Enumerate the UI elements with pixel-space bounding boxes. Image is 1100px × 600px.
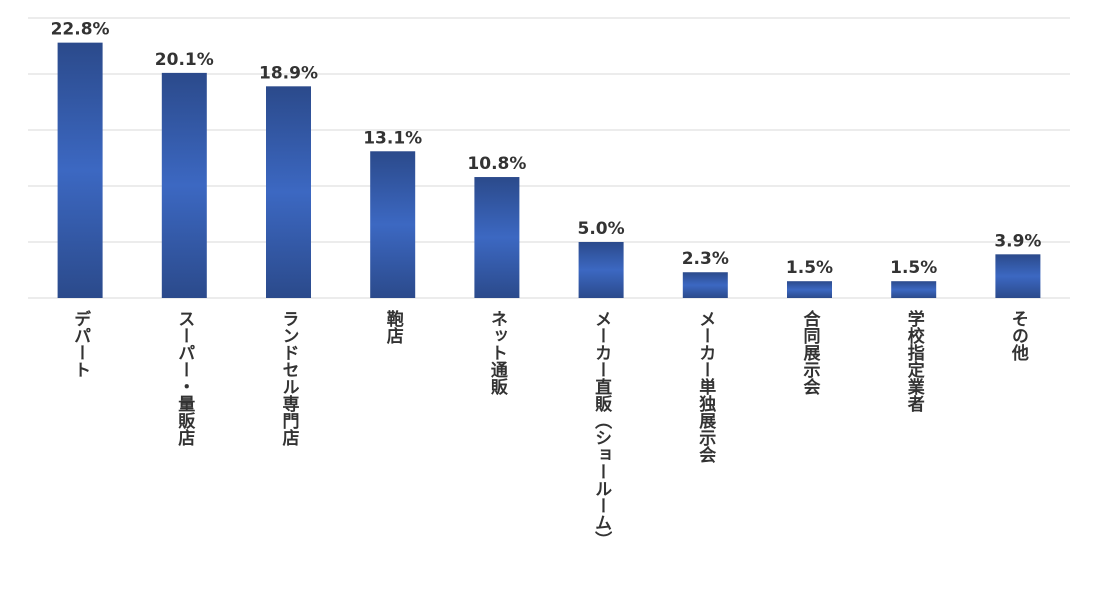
category-label: 鞄店 <box>383 309 404 345</box>
data-label: 10.8% <box>467 154 526 174</box>
data-label: 2.3% <box>682 249 729 269</box>
category-label: デパート <box>70 309 91 378</box>
data-label: 13.1% <box>363 128 422 148</box>
data-label: 3.9% <box>994 231 1041 251</box>
category-label: メーカー単独展示会 <box>695 310 716 464</box>
data-label: 1.5% <box>786 258 833 278</box>
category-label: ネット通販 <box>487 310 508 396</box>
category-labels: デパート スーパー・量販店 ランドセル専門店 鞄店 ネット通販 メーカー直販（ショールーム… <box>70 309 1029 548</box>
bar <box>266 86 311 298</box>
bar <box>891 281 937 298</box>
category-label: 合同展示会 <box>800 309 821 396</box>
bar <box>995 254 1041 298</box>
bars <box>57 42 1041 298</box>
bar <box>370 151 416 298</box>
data-label: 22.8% <box>51 20 110 40</box>
bar <box>57 42 103 298</box>
data-labels: 22.8% 20.1% 18.9% 13.1% 10.8% 5.0% 2.3% 1.5% 1.5… <box>51 20 1042 279</box>
category-label: ランドセル専門店 <box>279 310 300 447</box>
bar <box>474 177 520 298</box>
bar <box>787 281 832 298</box>
data-label: 20.1% <box>155 50 214 70</box>
category-label: メーカー直販（ショールーム） <box>591 310 612 548</box>
category-label: その他 <box>1008 310 1030 361</box>
bar <box>578 242 624 298</box>
data-label: 5.0% <box>578 219 625 239</box>
bar <box>682 272 728 298</box>
category-label: スーパー・量販店 <box>174 310 195 447</box>
category-label: 学校指定業者 <box>904 309 926 413</box>
data-label: 1.5% <box>890 258 937 278</box>
bar <box>161 72 207 298</box>
data-label: 18.9% <box>259 63 318 83</box>
